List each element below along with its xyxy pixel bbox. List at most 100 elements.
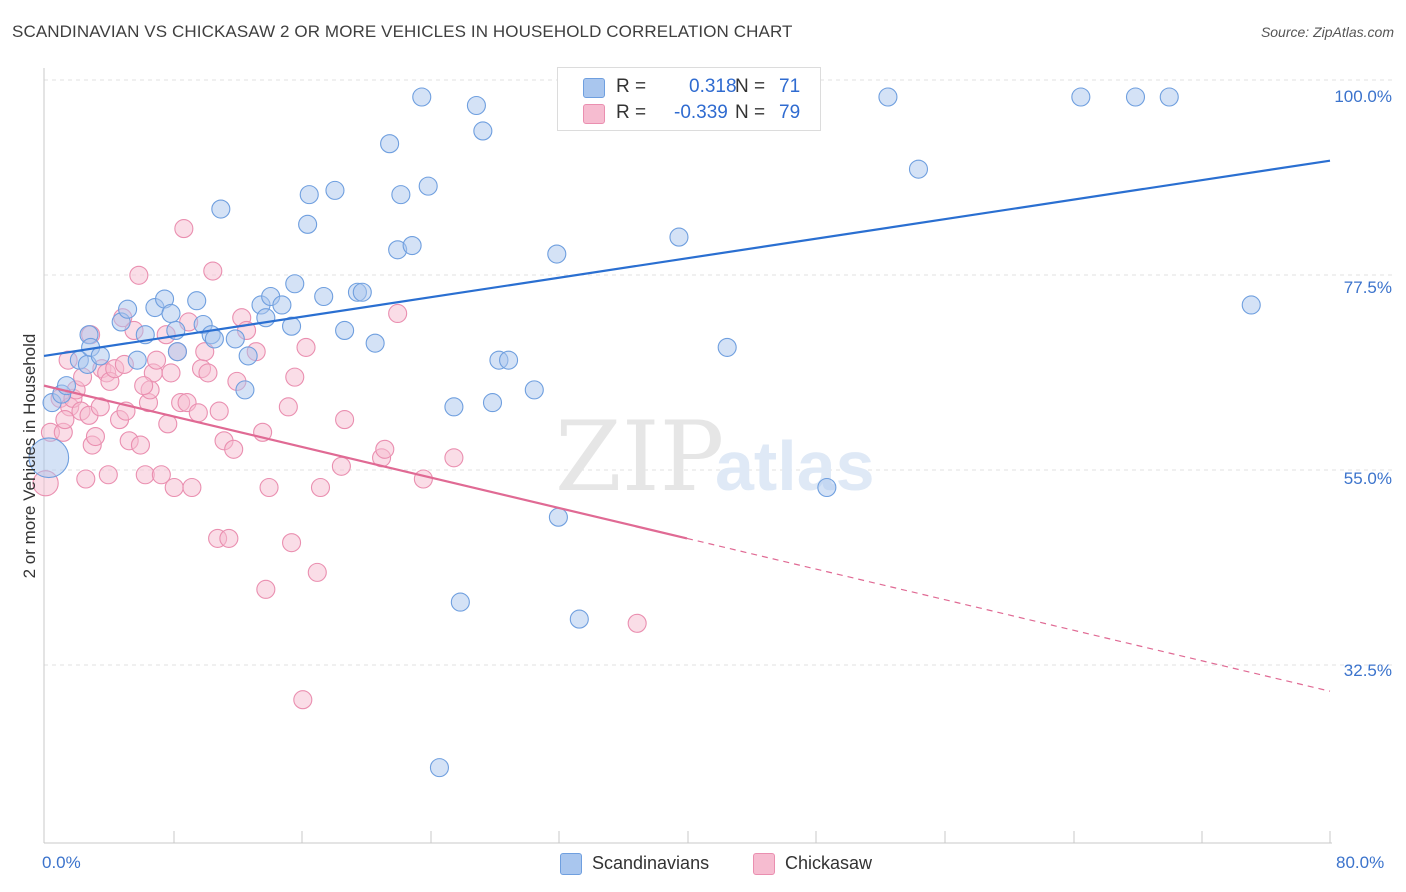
scandinavian-point-56 [548,507,568,527]
chickasaw-point-13 [85,427,105,447]
scandinavian-point-31 [285,274,305,294]
scandinavian-point-69 [1241,295,1261,315]
scandinavian-trend-line [43,159,1331,357]
chickasaw-point-14 [90,397,110,417]
scandinavian-point-39 [365,333,385,353]
legend-swatch-scandinavians [583,78,605,98]
chickasaw-point-59 [285,367,305,387]
scandinavian-point-33 [299,185,319,205]
scandinavian-point-55 [547,244,567,264]
chickasaw-point-57 [278,397,298,417]
watermark-atlas: atlas [715,427,875,505]
chickasaw-point-45 [203,261,223,281]
scandinavian-point-47 [444,397,464,417]
chickasaw-point-32 [151,465,171,485]
scandinavian-point-21 [204,329,224,349]
legend-n-label: N = [735,102,766,123]
legend-n-value-scandinavians: 71 [779,76,801,97]
scandinavian-point-24 [235,380,255,400]
scandinavian-point-34 [314,286,334,307]
scandinavian-point-29 [272,295,292,315]
chickasaw-point-65 [335,410,355,430]
chickasaw-point-41 [182,477,202,498]
y-tick-label-32-5: 32.5% [1343,661,1392,680]
chickasaw-trend-line-extension [686,537,1331,692]
chickasaw-point-9 [76,469,96,489]
trend-lines [43,159,1331,692]
y-tick-label-55: 55.0% [1343,469,1392,488]
chickasaw-point-75 [188,403,208,423]
scandinavian-point-40 [380,134,400,154]
scandinavian-point-49 [466,95,486,116]
scandinavian-point-50 [473,121,493,141]
chickasaw-point-78 [55,410,75,430]
bottom-legend-label-chickasaw: Chickasaw [785,853,873,873]
chickasaw-point-56 [259,477,279,498]
chickasaw-trend-line [43,384,688,540]
scandinavian-point-8 [90,346,110,366]
x-tick-label-max: 80.0% [1336,853,1385,872]
chickasaw-point-62 [307,562,327,582]
scandinavian-point-25 [238,346,258,366]
scandinavian-point-35 [325,180,345,200]
scandinavian-point-62 [717,337,737,357]
scandinavian-point-64 [817,477,837,498]
chickasaw-point-43 [195,342,215,362]
legend-r-label: R = [616,76,647,97]
chickasaw-point-67 [375,439,395,459]
chickasaw-point-34 [161,363,181,383]
chickasaw-point-61 [296,337,316,357]
scandinavian-point-17 [167,342,187,362]
chickasaw-points [32,219,647,710]
chickasaw-point-17 [98,465,118,485]
legend-r-value-scandinavians: 0.318 [689,76,737,97]
scandinavian-point-67 [1125,87,1146,107]
scandinavian-point-10 [118,299,138,319]
scandinavian-point-70 [1071,87,1091,107]
scandinavian-point-32 [298,214,318,234]
scandinavian-point-15 [161,303,181,324]
scandinavian-point-45 [418,176,438,196]
chickasaw-point-25 [129,265,149,285]
chickasaw-point-44 [198,363,218,383]
scandinavian-point-65 [878,87,898,107]
chickasaw-point-58 [282,533,302,553]
chickasaw-point-55 [256,579,276,599]
legend-n-label: N = [735,76,766,97]
watermark: ZIP atlas [555,401,875,513]
scandinavian-point-51 [482,393,503,413]
chickasaw-point-68 [388,303,408,324]
scandinavian-point-48 [450,592,470,612]
stats-legend: R = 0.318 N = 71 R = -0.339 N = 79 [557,67,821,131]
chickasaw-point-60 [293,690,313,710]
y-axis-label: 2 or more Vehicles in Household [20,333,39,579]
legend-r-value-chickasaw: -0.339 [674,102,728,123]
chickasaw-point-63 [310,477,331,498]
chickasaw-point-38 [174,219,194,239]
scandinavian-point-44 [412,87,432,107]
chickasaw-point-73 [134,376,154,396]
scandinavian-point-53 [499,350,519,370]
chickasaw-point-47 [209,401,229,421]
scandinavian-point-66 [908,159,929,179]
scandinavian-point-38 [352,282,372,302]
chart-title: SCANDINAVIAN VS CHICKASAW 2 OR MORE VEHI… [12,22,793,41]
chickasaw-point-69 [413,469,433,489]
scandinavian-point-11 [127,350,147,370]
scandinavian-point-46 [429,758,449,778]
legend-r-label: R = [616,102,647,123]
bottom-legend-label-scandinavians: Scandinavians [592,853,710,873]
source-label: Source: ZipAtlas.com [1260,24,1394,40]
chickasaw-point-27 [135,465,155,485]
chickasaw-point-70 [444,448,464,468]
scandinavian-point-36 [335,320,355,340]
chickasaw-point-49 [219,528,239,548]
scandinavian-point-68 [1159,87,1179,107]
scandinavian-point-23 [225,329,245,349]
chickasaw-point-35 [164,477,184,498]
chickasaw-point-26 [130,435,150,455]
chickasaw-point-64 [331,456,351,476]
chickasaw-point-31 [146,350,167,370]
scandinavian-point-54 [524,380,544,400]
